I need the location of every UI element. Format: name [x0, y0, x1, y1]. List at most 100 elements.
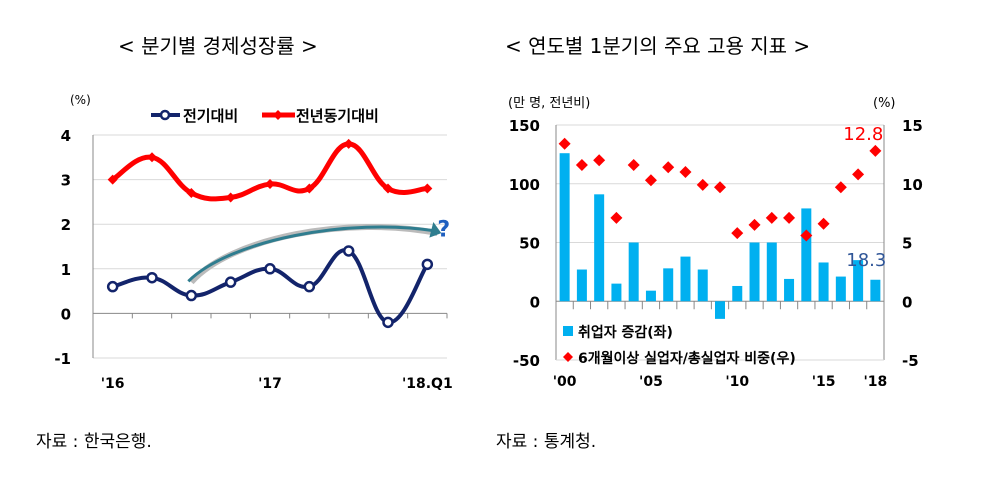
right-chart-title: < 연도별 1분기의 주요 고용 지표 >: [505, 34, 811, 58]
diamond-point: [558, 137, 571, 150]
legend-qoq-label: 전기대비: [183, 107, 238, 125]
yoy-point: [343, 138, 354, 149]
x-tick-label: '10: [725, 374, 749, 390]
diamond-point: [783, 211, 796, 224]
yoy-point: [186, 187, 197, 198]
bar: [870, 279, 881, 302]
x-tick-label: '00: [553, 374, 577, 390]
y-tick-label: 50: [519, 235, 540, 253]
y-right-tick-label: 15: [902, 117, 923, 135]
bar: [766, 242, 777, 302]
bar: [559, 153, 570, 302]
right-source: 자료 : 통계청.: [496, 432, 597, 452]
y-tick-label: 100: [509, 176, 540, 194]
bar: [697, 269, 708, 302]
qoq-point: [342, 245, 355, 257]
bar: [853, 260, 864, 302]
yoy-point: [225, 192, 236, 203]
y-right-tick-label: 5: [902, 235, 912, 253]
qoq-point: [185, 289, 198, 302]
y-tick-label: 0: [530, 293, 540, 311]
yoy-point: [107, 174, 118, 185]
diamond-point: [765, 211, 778, 224]
yoy-point: [383, 183, 393, 194]
series-line-yoy: [111, 141, 428, 202]
yoy-point: [422, 183, 433, 194]
bar: [835, 276, 846, 302]
diamond-point: [610, 211, 623, 224]
diamond-point: [869, 144, 882, 157]
legend-diamond-label: 6개월이상 실업자/총실업자 비중(우): [578, 350, 796, 367]
diamond-point: [679, 166, 692, 178]
x-tick-label: '18.Q1: [402, 376, 453, 392]
bar: [611, 283, 622, 302]
bar: [628, 242, 639, 302]
y-tick-label: 2: [61, 216, 71, 234]
y-tick-label: -1: [54, 350, 71, 368]
diamond-point: [575, 158, 588, 171]
arrow-head: [429, 221, 442, 238]
bar: [749, 242, 760, 302]
question-mark-annotation: ?: [437, 218, 450, 243]
diamond-point: [714, 181, 726, 194]
diamond-data-label: 12.8: [843, 124, 883, 145]
diamond-point: [852, 168, 865, 181]
diamond-point: [817, 217, 830, 230]
legend-yoy-marker: [273, 110, 283, 120]
diamond-point: [662, 161, 675, 174]
legend-bar-label: 취업자 증감(좌): [578, 324, 673, 341]
qoq-point: [382, 316, 394, 329]
qoq-point: [264, 263, 276, 275]
diamond-point: [748, 218, 761, 231]
diamond-point: [593, 154, 606, 167]
y-right-tick-label: 0: [902, 293, 912, 311]
y-axis-unit: (만 명, 전년비): [508, 96, 590, 111]
diamond-point: [731, 227, 744, 240]
bar: [784, 278, 795, 302]
y-right-tick-label: -5: [902, 352, 919, 370]
yoy-point: [147, 152, 157, 163]
x-tick-label: '17: [258, 376, 282, 392]
qoq-point: [106, 280, 119, 293]
legend-diamond-marker: [563, 352, 573, 362]
bar: [663, 268, 674, 302]
diamond-point: [696, 178, 709, 191]
y-right-axis-unit: (%): [873, 96, 896, 111]
legend-yoy-label: 전년동기대비: [296, 107, 379, 125]
bar: [818, 262, 829, 302]
y-tick-label: 0: [61, 305, 71, 323]
x-tick-label: '15: [812, 374, 836, 390]
y-tick-label: 3: [61, 172, 71, 190]
bar: [801, 208, 812, 302]
y-right-tick-label: 10: [902, 176, 923, 194]
x-tick-label: '18: [863, 374, 887, 390]
y-tick-label: -50: [513, 352, 540, 370]
bar: [732, 285, 743, 302]
y-axis-unit: (%): [70, 93, 91, 107]
qoq-point: [303, 280, 316, 293]
diamond-point: [834, 181, 847, 194]
diamond-point: [800, 229, 813, 242]
bar-data-label: 18.3: [846, 250, 886, 271]
y-tick-label: 150: [509, 117, 540, 135]
bar: [594, 194, 605, 302]
bar: [576, 269, 587, 302]
x-tick-label: '05: [639, 374, 663, 390]
left-chart-title: < 분기별 경제성장률 >: [118, 34, 318, 58]
qoq-point: [146, 271, 158, 284]
y-tick-label: 4: [61, 127, 71, 145]
bar: [645, 290, 656, 302]
legend-bar-swatch: [563, 326, 573, 336]
x-tick-label: '16: [101, 376, 125, 392]
diamond-point: [627, 158, 640, 171]
yoy-point: [304, 183, 315, 194]
legend-qoq-marker: [159, 109, 171, 121]
curved-arrow-annotation: [187, 225, 436, 283]
y-tick-label: 1: [61, 261, 71, 279]
left-source: 자료 : 한국은행.: [36, 432, 152, 452]
series-line-qoq: [112, 248, 430, 325]
qoq-point: [224, 276, 237, 288]
yoy-point: [265, 179, 275, 190]
qoq-point: [421, 258, 434, 271]
